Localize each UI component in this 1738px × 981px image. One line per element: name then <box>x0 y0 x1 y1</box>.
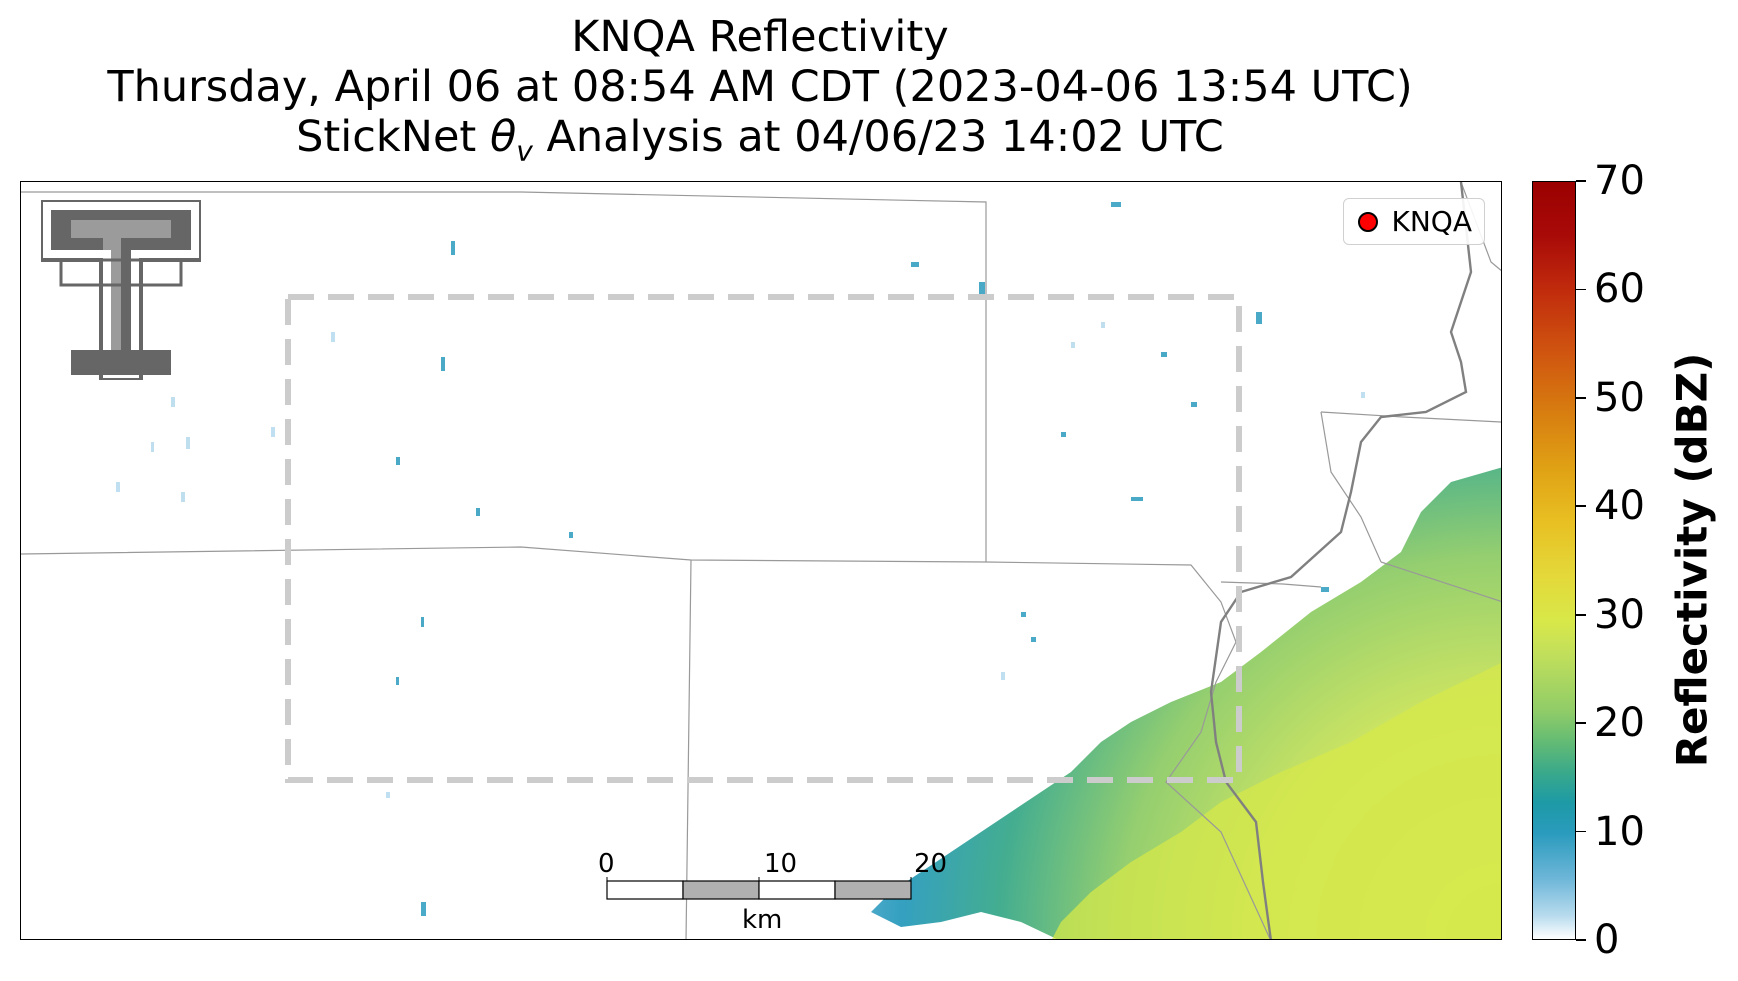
colorbar-tick-mark <box>1576 180 1586 182</box>
precip-echo-core <box>1052 662 1501 939</box>
scale-bar: 0 10 20 km <box>598 849 966 935</box>
knqa-marker-icon <box>1357 211 1378 232</box>
theta-subscript: v <box>516 134 533 168</box>
theta-symbol: θ <box>489 112 517 162</box>
legend-label: KNQA <box>1391 205 1473 238</box>
colorbar-tick-label: 50 <box>1594 374 1645 421</box>
colorbar-tick-mark <box>1576 939 1586 941</box>
radar-map[interactable]: KNQA 0 10 20 km <box>20 181 1502 940</box>
colorbar-tick-label: 10 <box>1594 808 1645 855</box>
colorbar-tick-label: 60 <box>1594 266 1645 313</box>
light-speckles <box>116 322 1365 798</box>
colorbar-tick-label: 70 <box>1594 158 1645 204</box>
colorbar-tick-mark <box>1576 613 1586 616</box>
colorbar-tick-mark <box>1576 722 1586 724</box>
clutter-speckles <box>396 202 1329 916</box>
colorbar-tick-label: 30 <box>1594 591 1645 638</box>
county-boundaries <box>21 182 1501 939</box>
scale-tick-20: 20 <box>914 849 948 879</box>
title-analysis-suffix: Analysis at 04/06/23 14:02 UTC <box>532 112 1224 162</box>
scale-tick-10: 10 <box>764 849 798 879</box>
figure-title: KNQA Reflectivity Thursday, April 06 at … <box>0 12 1520 177</box>
colorbar-tick-label: 20 <box>1594 700 1645 747</box>
colorbar-tick-mark <box>1576 505 1586 508</box>
map-canvas <box>21 182 1501 939</box>
analysis-domain-box <box>285 294 1242 783</box>
colorbar-tick-mark <box>1576 288 1586 291</box>
reflectivity-colorbar <box>1532 181 1576 940</box>
scale-unit: km <box>742 905 783 935</box>
colorbar-tick-mark <box>1576 830 1586 833</box>
colorbar-tick-mark <box>1576 397 1586 399</box>
title-analysis-prefix: StickNet <box>296 112 490 162</box>
map-legend: KNQA <box>1342 198 1485 245</box>
title-analysis: StickNet θv Analysis at 04/06/23 14:02 U… <box>0 112 1520 177</box>
ttu-logo <box>41 200 201 380</box>
colorbar-tick-label: 0 <box>1594 917 1620 963</box>
scale-tick-0: 0 <box>598 849 615 879</box>
scale-bar-segments <box>606 877 912 900</box>
title-datetime: Thursday, April 06 at 08:54 AM CDT (2023… <box>107 62 1413 112</box>
title-radar: KNQA Reflectivity <box>571 12 949 62</box>
colorbar-title: Reflectivity (dBZ) <box>1667 352 1717 768</box>
colorbar-tick-label: 40 <box>1594 483 1645 530</box>
